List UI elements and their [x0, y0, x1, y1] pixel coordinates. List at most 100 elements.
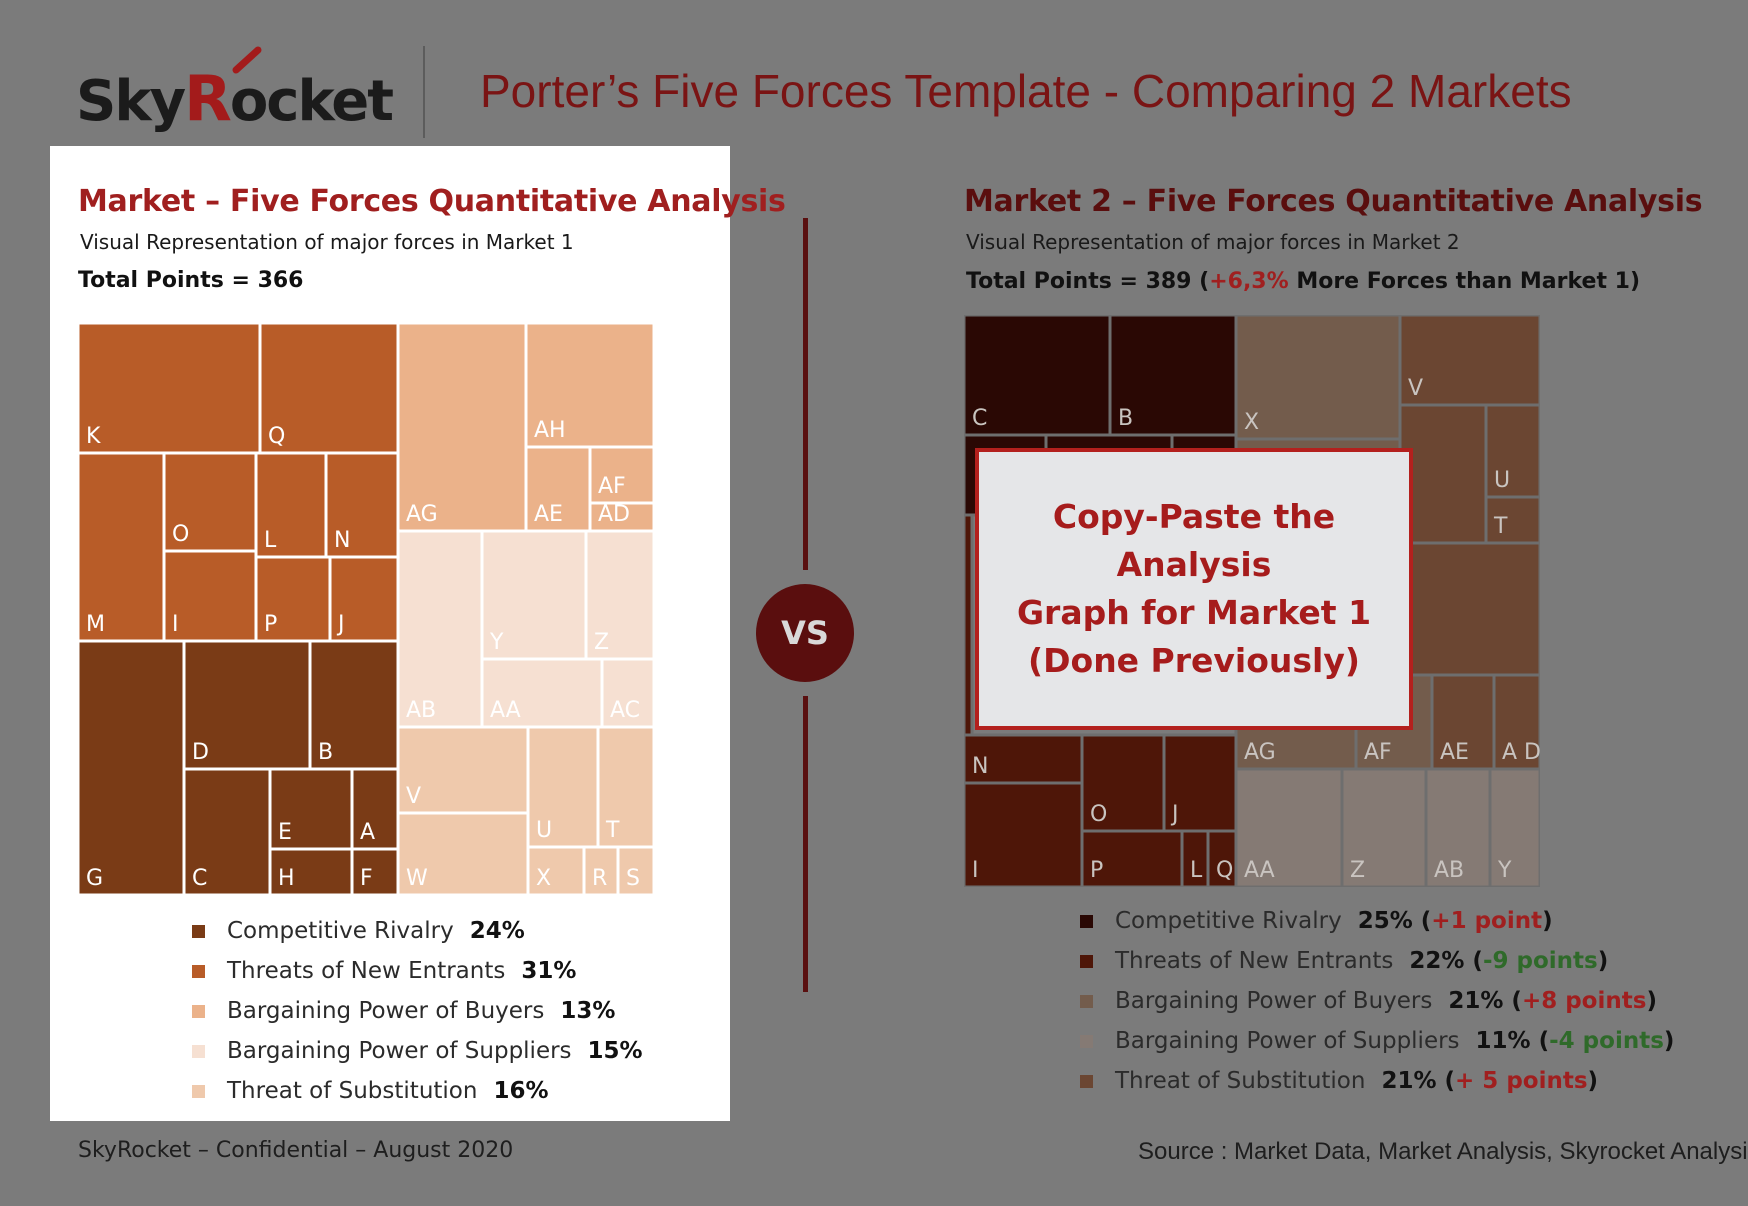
treemap-label: C [192, 866, 207, 891]
legend-close: ) [1597, 948, 1609, 974]
legend-swatch [1080, 1074, 1093, 1088]
treemap-label: V [1408, 376, 1423, 401]
treemap-cell-l [254, 451, 328, 559]
treemap-label: P [1090, 858, 1103, 883]
legend-item: Bargaining Power of Suppliers 11% (-4 poi… [1080, 1028, 1674, 1054]
treemap-label: AD [598, 502, 630, 527]
logo-accent-icon [232, 46, 262, 74]
footer-confidential: SkyRocket – Confidential – August 2020 [78, 1138, 514, 1163]
treemap-cell-g [78, 639, 186, 895]
treemap-label: R [592, 866, 607, 891]
treemap-label: AG [406, 502, 438, 527]
treemap-label: O [172, 522, 189, 547]
treemap-cell-y [1488, 767, 1540, 887]
legend-close: ) [1646, 988, 1657, 1014]
legend-label: Competitive Rivalry [227, 918, 454, 944]
treemap-label: O [1090, 802, 1107, 827]
treemap-label: B [1118, 406, 1133, 431]
treemap-label: T [1493, 514, 1508, 539]
legend-label: Threat of Substitution [227, 1078, 478, 1104]
note-line-2: Graph for Market 1 [1016, 593, 1372, 632]
treemap-label: AA [1244, 858, 1275, 883]
legend-value: 21% ( [1381, 1068, 1456, 1094]
treemap-cell-w [396, 811, 530, 895]
legend-close: ) [1663, 1028, 1675, 1054]
logo-wordmark: SkyRocket [76, 62, 394, 135]
treemap-label: E [278, 820, 292, 845]
legend-item: Bargaining Power of Buyers 13% [192, 998, 615, 1024]
treemap-label: I [172, 612, 179, 637]
legend-label: Bargaining Power of Suppliers [227, 1038, 572, 1064]
treemap-label: AB [406, 698, 436, 723]
treemap-label: G [86, 866, 103, 891]
treemap-cell-ah [524, 323, 654, 449]
treemap-cell-m [78, 451, 166, 643]
treemap-cell-z [1340, 767, 1428, 887]
legend-swatch [1080, 914, 1093, 928]
footer-source: Source : Market Data, Market Analysis, S… [1138, 1138, 1748, 1165]
page-title: Porter’s Five Forces Template - Comparin… [480, 65, 1572, 117]
treemap-cell-z [584, 529, 654, 661]
legend-item: Threats of New Entrants 22% (-9 points) [1080, 948, 1608, 974]
legend-swatch [192, 1084, 205, 1098]
market1-total: Total Points = 366 [78, 268, 304, 293]
copy-paste-note: Copy-Paste the Analysis Graph for Market… [975, 448, 1413, 730]
header-divider [423, 46, 425, 138]
treemap-label: Y [1497, 858, 1512, 883]
legend-value: 25% ( [1357, 908, 1432, 934]
treemap-cell-y [480, 529, 588, 661]
legend-item: Bargaining Power of Suppliers 15% [192, 1038, 643, 1064]
note-line-3: (Done Previously) [1028, 641, 1360, 680]
legend-change: +8 points [1521, 988, 1647, 1014]
treemap-label: D [192, 740, 209, 765]
treemap-cell [964, 513, 974, 737]
legend-item: Competitive Rivalry 25% (+1 point) [1080, 908, 1553, 934]
treemap-label: W [406, 866, 428, 891]
treemap-label: Z [1350, 858, 1365, 883]
treemap-label: B [318, 740, 333, 765]
treemap-label: K [86, 424, 101, 449]
treemap-label: U [1494, 468, 1510, 493]
legend-value: 16% [493, 1078, 549, 1104]
market2-title: Market 2 – Five Forces Quantitative Anal… [964, 184, 1703, 219]
legend-item: Bargaining Power of Buyers 21% (+8 points… [1080, 988, 1657, 1014]
treemap-cell-b [308, 639, 400, 771]
treemap-cell-ad [1492, 673, 1540, 771]
treemap-label: AG [1244, 740, 1276, 765]
legend-swatch [192, 1004, 205, 1018]
legend-swatch [1080, 994, 1093, 1008]
market2-subtitle: Visual Representation of major forces in… [966, 230, 1460, 254]
legend-item: Competitive Rivalry 24% [192, 918, 525, 944]
market1-title: Market – Five Forces Quantitative Analys… [78, 184, 786, 219]
legend-value: 21% ( [1448, 988, 1522, 1014]
treemap-label: J [336, 612, 345, 637]
legend-swatch [192, 924, 205, 938]
treemap-label: F [360, 866, 373, 891]
treemap-cell-ag [396, 323, 528, 533]
legend-label: Bargaining Power of Buyers [227, 998, 545, 1024]
treemap-label: U [536, 818, 552, 843]
legend-item: Threat of Substitution 21% (+ 5 points) [1080, 1068, 1598, 1094]
treemap-cell-n [324, 451, 400, 559]
treemap-label: Q [1216, 858, 1233, 883]
market1-subtitle: Visual Representation of major forces in… [80, 230, 574, 254]
legend-value: 24% [469, 918, 525, 944]
treemap-label: T [605, 818, 620, 843]
treemap-label: AH [534, 418, 566, 443]
legend-label: Threats of New Entrants [227, 958, 506, 984]
treemap-label: AB [1434, 858, 1464, 883]
treemap-label: L [1190, 858, 1203, 883]
treemap-label: L [264, 528, 277, 553]
treemap-label: M [86, 612, 105, 637]
legend-change: -4 points [1549, 1028, 1664, 1054]
treemap-cell-u [526, 725, 600, 849]
treemap-cell-l [1180, 829, 1210, 887]
legend-label: Competitive Rivalry [1115, 908, 1342, 934]
legend-value: 31% [521, 958, 577, 984]
treemap-label: AE [1440, 740, 1469, 765]
treemap-cell-ad [588, 501, 654, 533]
treemap-label: N [334, 528, 350, 553]
treemap-cell-t [596, 725, 654, 849]
treemap-cell [1398, 541, 1540, 677]
vs-divider-top [803, 218, 808, 570]
